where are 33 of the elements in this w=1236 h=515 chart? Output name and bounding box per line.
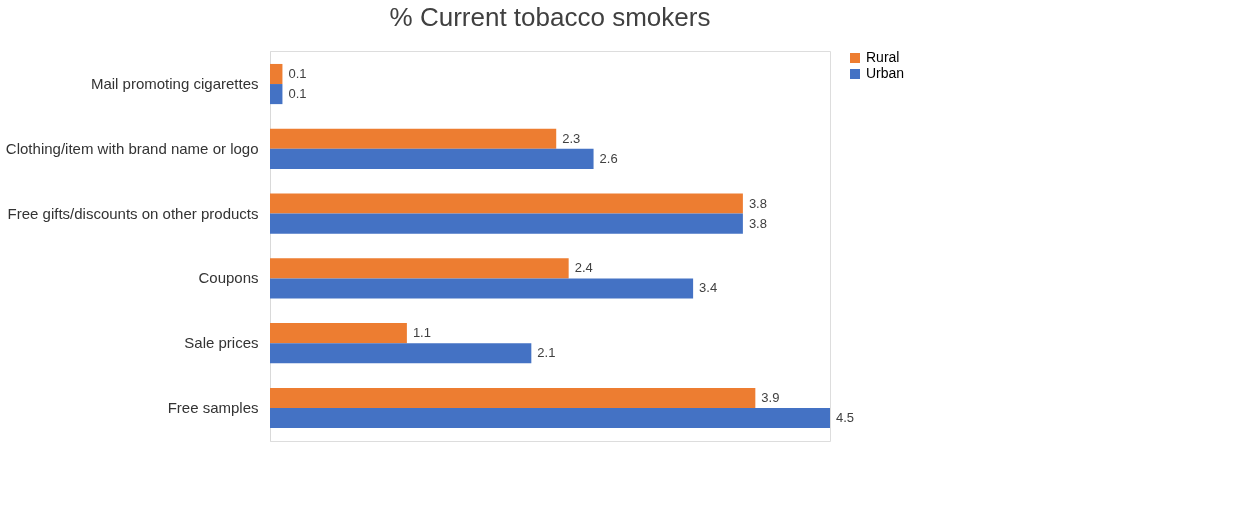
bar — [270, 84, 283, 105]
chart-title: % Current tobacco smokers — [389, 2, 711, 32]
data-label: 3.8 — [748, 215, 767, 231]
bar — [270, 278, 694, 299]
legend-label: Rural — [866, 49, 900, 65]
y-tick-label: Clothing/item with brand name or logo — [5, 139, 259, 157]
bar — [270, 63, 283, 85]
bar — [270, 258, 569, 279]
bar — [270, 213, 743, 234]
data-label: 2.6 — [599, 150, 618, 166]
y-tick-label: Sale prices — [184, 334, 259, 352]
y-tick-label: Free gifts/discounts on other products — [7, 204, 259, 222]
bar — [270, 128, 557, 149]
data-label: 3.8 — [748, 195, 767, 211]
bar — [270, 323, 407, 344]
y-tick-label: Free samples — [167, 398, 259, 416]
bar — [270, 148, 594, 169]
bar — [270, 387, 756, 408]
bar — [270, 193, 743, 214]
legend-label: Urban — [866, 65, 905, 81]
data-label: 0.1 — [288, 66, 307, 81]
data-label: 2.1 — [537, 345, 556, 361]
data-label: 1.1 — [412, 325, 431, 341]
data-label: 4.5 — [836, 410, 855, 425]
bar — [270, 343, 532, 364]
y-tick-label: Coupons — [198, 269, 259, 287]
data-label: 3.9 — [761, 389, 780, 405]
bar — [270, 407, 830, 429]
data-label: 2.3 — [562, 130, 581, 146]
data-label: 2.4 — [574, 260, 593, 276]
y-tick-label: Mail promoting cigarettes — [90, 75, 259, 93]
data-label: 0.1 — [288, 86, 307, 102]
data-label: 3.4 — [699, 280, 718, 296]
